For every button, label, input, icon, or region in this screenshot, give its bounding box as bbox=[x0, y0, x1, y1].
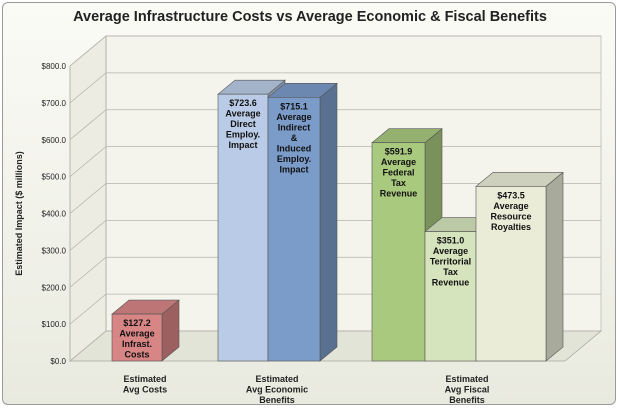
y-tick-label: $700.0 bbox=[42, 99, 67, 108]
gridline bbox=[69, 72, 601, 104]
y-tick-label: $500.0 bbox=[42, 173, 67, 182]
bar-0: $127.2 Average Infrast. Costs bbox=[111, 299, 180, 362]
bar-side bbox=[545, 171, 564, 362]
y-axis-label: Estimated Impact ($ millions) bbox=[14, 151, 24, 276]
x-category-label: Estimated Avg Costs bbox=[123, 374, 167, 395]
bar-value-label: $127.2 Average Infrast. Costs bbox=[119, 318, 154, 360]
y-tick-label: $200.0 bbox=[42, 283, 67, 292]
x-category-label: Estimated Avg Economic Benefits bbox=[246, 374, 308, 405]
y-tick-label: $100.0 bbox=[42, 320, 67, 329]
bar-value-label: $351.0 Average Territorial Tax Revenue bbox=[430, 236, 471, 288]
bar-value-label: $723.6 Average Direct Employ. Impact bbox=[225, 98, 260, 150]
y-tick-label: $400.0 bbox=[42, 210, 67, 219]
bar-5: $473.5 Average Resource Royalties bbox=[475, 171, 564, 362]
bar-front bbox=[424, 231, 477, 362]
bar-front bbox=[267, 97, 321, 362]
bar-value-label: $473.5 Average Resource Royalties bbox=[490, 190, 531, 232]
y-tick-label: $800.0 bbox=[42, 62, 67, 71]
bar-value-label: $715.1 Average Indirect & Induced Employ. Impa… bbox=[276, 101, 311, 174]
gridline bbox=[69, 35, 601, 67]
bar-front bbox=[371, 142, 426, 362]
y-tick-label: $600.0 bbox=[42, 136, 67, 145]
bar-value-label: $591.9 Average Federal Tax Revenue bbox=[380, 147, 418, 199]
y-tick-label: $300.0 bbox=[42, 246, 67, 255]
bar-front bbox=[111, 313, 163, 362]
x-category-label: Estimated Avg Fiscal Benefits bbox=[445, 374, 490, 405]
bar-2: $715.1 Average Indirect & Induced Employ. Impa… bbox=[267, 82, 338, 362]
bar-front bbox=[217, 93, 269, 362]
bar-front bbox=[475, 186, 547, 362]
chart-title: Average Infrastructure Costs vs Average … bbox=[73, 9, 547, 25]
bar-side bbox=[319, 82, 338, 362]
gridline bbox=[69, 109, 601, 141]
y-tick-label: $0.0 bbox=[50, 357, 66, 366]
